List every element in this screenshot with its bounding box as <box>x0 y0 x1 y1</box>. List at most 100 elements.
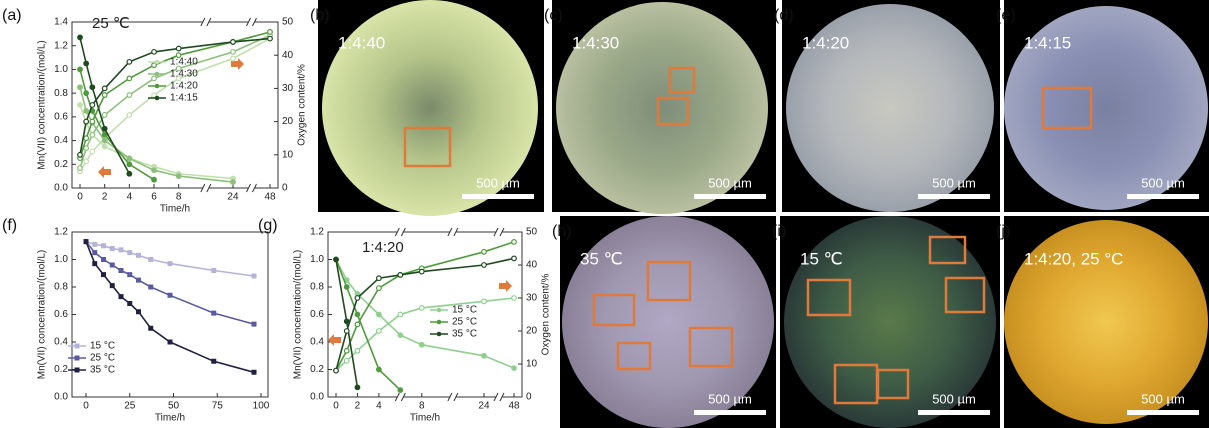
x-tick-label: 48 <box>508 401 520 412</box>
legend-marker <box>155 96 160 101</box>
data-point <box>78 153 83 158</box>
data-point <box>512 256 517 261</box>
data-point <box>78 166 83 171</box>
data-point <box>127 60 132 65</box>
data-point <box>127 171 132 176</box>
image-caption: 15 ℃ <box>800 249 843 268</box>
scale-bar-label: 500 µm <box>1141 391 1185 406</box>
scale-bar-label: 500 µm <box>932 175 976 190</box>
scale-bar-label: 500 µm <box>476 175 520 190</box>
legend-marker <box>155 60 160 65</box>
scale-bar <box>462 194 534 199</box>
data-point <box>136 253 141 258</box>
scale-bar <box>694 410 766 415</box>
data-point <box>252 322 257 327</box>
data-point <box>168 261 173 266</box>
x-tick-label: 0 <box>77 192 83 203</box>
y2-tick-label: 20 <box>282 116 294 127</box>
y-axis-label: Mn(VII) concentration/(mol/L) <box>37 250 48 380</box>
data-point <box>334 368 339 373</box>
data-point <box>127 162 132 167</box>
legend-label: 1:4:20 <box>170 81 198 92</box>
y2-tick-label: 0 <box>526 392 532 403</box>
y2-tick-label: 40 <box>282 50 294 61</box>
y2-tick-label: 30 <box>526 293 538 304</box>
data-point <box>512 240 517 245</box>
image-caption: 1:4:20, 25 °C <box>1024 249 1123 268</box>
image-caption: 35 ℃ <box>580 249 623 268</box>
y-tick-label: 1.0 <box>310 254 324 265</box>
panel-label: (j) <box>996 223 1010 240</box>
x-axis-label: Time/h <box>410 413 440 424</box>
data-line <box>336 260 514 369</box>
data-point <box>334 257 339 262</box>
x-tick-label: 0 <box>83 401 89 412</box>
x-axis-label: Time/h <box>160 204 190 215</box>
data-point <box>101 243 106 248</box>
legend-marker <box>75 356 80 361</box>
image-caption: 1:4:30 <box>572 33 619 52</box>
data-point <box>231 180 236 185</box>
y-tick-label: 0.6 <box>54 309 68 320</box>
data-point <box>102 138 107 143</box>
data-point <box>127 301 132 306</box>
data-point <box>152 168 157 173</box>
y-tick-label: 1.0 <box>54 64 68 75</box>
y-tick-label: 0.2 <box>54 364 68 375</box>
data-point <box>110 283 115 288</box>
data-point <box>127 113 132 118</box>
image-caption: 1:4:40 <box>338 33 385 52</box>
x-tick-label: 24 <box>478 401 490 412</box>
data-point <box>127 272 132 277</box>
annotation: 25 ℃ <box>92 15 130 32</box>
data-point <box>344 329 349 334</box>
panel-label: (i) <box>772 223 786 240</box>
y2-tick-label: 10 <box>526 359 538 370</box>
y-tick-label: 1.4 <box>54 17 68 28</box>
x-tick-label: 2 <box>355 401 361 412</box>
y-tick-label: 0.4 <box>54 135 68 146</box>
figure: (b)1:4:40500 µm(c)1:4:30500 µm(d)1:4:205… <box>0 0 1209 428</box>
legend-label: 25 °C <box>452 317 477 328</box>
data-point <box>211 311 216 316</box>
data-point <box>398 388 403 393</box>
data-point <box>482 250 487 255</box>
data-point <box>419 342 424 347</box>
direction-arrow <box>328 334 341 346</box>
data-point <box>419 269 424 274</box>
data-point <box>127 156 132 161</box>
data-point <box>78 85 83 90</box>
data-point <box>377 286 382 291</box>
data-point <box>211 359 216 364</box>
direction-arrow <box>499 280 512 292</box>
data-point <box>148 285 153 290</box>
scale-bar-label: 500 µm <box>708 391 752 406</box>
data-point <box>110 263 115 268</box>
legend-marker <box>75 368 80 373</box>
y2-tick-label: 10 <box>282 149 294 160</box>
y-tick-label: 0.6 <box>54 111 68 122</box>
legend-marker <box>437 308 442 313</box>
y2-tick-label: 0 <box>282 183 288 194</box>
data-point <box>101 272 106 277</box>
data-point <box>231 50 236 55</box>
data-point <box>102 86 107 91</box>
x-tick-label: 8 <box>176 192 182 203</box>
data-point <box>355 312 360 317</box>
x-tick-label: 6 <box>151 192 157 203</box>
data-point <box>102 113 107 118</box>
plot-frame <box>72 22 278 188</box>
data-point <box>84 119 89 124</box>
data-point <box>482 353 487 358</box>
data-point <box>168 340 173 345</box>
x-tick-label: 25 <box>124 401 136 412</box>
x-tick-label: 8 <box>419 401 425 412</box>
legend-marker <box>75 344 80 349</box>
data-point <box>268 36 273 41</box>
legend-label: 35 °C <box>90 365 115 376</box>
y-tick-label: 1.2 <box>54 227 68 238</box>
y2-tick-label: 50 <box>526 227 538 238</box>
data-point <box>148 326 153 331</box>
data-point <box>355 385 360 390</box>
data-point <box>84 146 89 151</box>
